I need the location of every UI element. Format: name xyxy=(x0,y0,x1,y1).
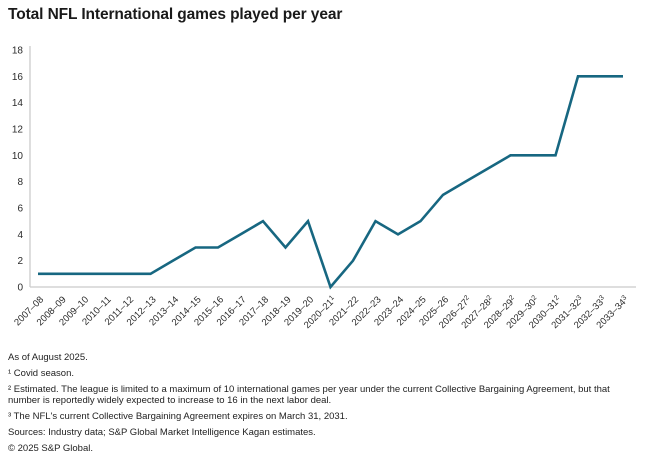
y-tick-label: 10 xyxy=(12,151,24,162)
line-chart: 0246810121416182007–082008–092009–102010… xyxy=(12,46,636,331)
y-tick-label: 0 xyxy=(17,283,23,294)
footnote-copyright: © 2025 S&P Global. xyxy=(8,442,93,454)
y-tick-label: 8 xyxy=(17,177,23,188)
chart-footnotes: As of August 2025. ¹ Covid season. ² Est… xyxy=(8,352,644,458)
y-tick-label: 16 xyxy=(12,72,24,83)
footnote-estimated: ² Estimated. The league is limited to a … xyxy=(8,383,610,407)
y-tick-label: 12 xyxy=(12,125,24,136)
footnote-cba: ³ The NFL's current Collective Bargainin… xyxy=(8,410,348,422)
footnote-sources: Sources: Industry data; S&P Global Marke… xyxy=(8,426,316,438)
y-tick-label: 6 xyxy=(17,204,23,215)
data-line xyxy=(38,75,623,290)
footnote-as-of: As of August 2025. xyxy=(8,352,88,363)
y-tick-label: 14 xyxy=(12,98,24,109)
y-tick-label: 18 xyxy=(12,46,24,57)
y-tick-label: 4 xyxy=(17,230,23,241)
footnote-covid: ¹ Covid season. xyxy=(8,367,75,379)
chart-title: Total NFL International games played per… xyxy=(8,6,343,23)
y-tick-label: 2 xyxy=(17,256,23,267)
